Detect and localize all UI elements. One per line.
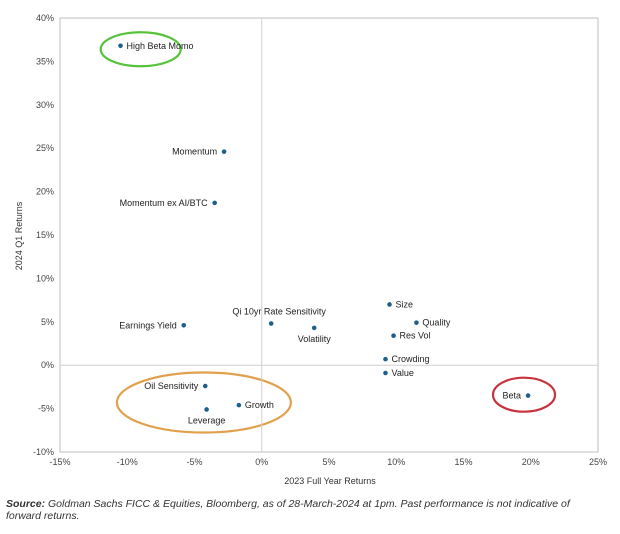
data-point [221, 149, 227, 154]
data-point-label: Earnings Yield [119, 320, 177, 330]
data-point-label: Qi 10yr Rate Sensitivity [232, 307, 326, 317]
x-tick-label: 0% [255, 457, 268, 467]
data-point-label: Oil Sensitivity [144, 381, 199, 391]
y-tick-label: 35% [36, 56, 54, 66]
y-tick-label: 5% [41, 317, 54, 327]
x-tick-label: -5% [186, 457, 202, 467]
data-point-label: Momentum ex AI/BTC [120, 198, 209, 208]
data-point-label: Value [391, 368, 413, 378]
chart-points: High Beta Momo Momentum Momentum ex AI/BTC… [118, 41, 531, 425]
data-point-label: Volatility [298, 334, 332, 344]
x-tick-label: 25% [589, 457, 607, 467]
highlight-ellipse [491, 376, 557, 413]
data-point-label: Crowding [391, 354, 429, 364]
x-tick-label: 5% [322, 457, 335, 467]
data-point-label: Momentum [172, 147, 217, 157]
chart-axes: -15% -10% -5% 0% 5% 10% 15% 20% 25%-10%-5%0%5%10… [33, 13, 607, 467]
data-point-label: Size [396, 299, 414, 309]
data-point-label: Growth [245, 400, 274, 410]
x-tick-label: -10% [117, 457, 138, 467]
data-point [383, 356, 388, 362]
data-point [311, 325, 317, 331]
x-axis-title: 2023 Full Year Returns [284, 476, 376, 486]
y-tick-label: 10% [36, 273, 54, 283]
data-point [387, 302, 392, 307]
x-tick-label: 20% [522, 457, 540, 467]
y-tick-label: 0% [41, 360, 54, 370]
source-label: Source: [6, 498, 46, 510]
data-point [202, 383, 208, 389]
source-note: Source: Goldman Sachs FICC & Equities, B… [6, 498, 606, 522]
data-point-label: Res Vol [400, 331, 431, 341]
y-tick-label: -5% [38, 404, 54, 414]
data-point [236, 402, 242, 408]
data-point-label: Leverage [188, 415, 226, 425]
x-tick-label: -15% [49, 457, 70, 467]
plot-frame [59, 17, 599, 453]
data-point-label: Quality [422, 318, 451, 328]
y-tick-label: 20% [36, 187, 54, 197]
data-point [204, 407, 209, 412]
scatter-chart: -15% -10% -5% 0% 5% 10% 15% 20% 25%-10%-5%0%5%10… [14, 13, 607, 486]
x-tick-label: 10% [387, 457, 405, 467]
data-point-label: High Beta Momo [127, 41, 194, 51]
data-point [268, 321, 274, 326]
y-tick-label: 25% [36, 143, 54, 153]
data-point [414, 320, 419, 325]
y-tick-label: -10% [33, 447, 54, 457]
data-point [383, 370, 388, 376]
x-tick-label: 15% [454, 457, 472, 467]
data-point [525, 393, 531, 398]
y-axis-title: 2024 Q1 Returns [14, 201, 24, 270]
data-point [212, 200, 217, 206]
y-tick-label: 30% [36, 100, 54, 110]
data-point [391, 333, 396, 338]
y-tick-label: 15% [36, 230, 54, 240]
highlight-ellipse [99, 31, 182, 68]
source-text: Goldman Sachs FICC & Equities, Bloomberg… [6, 498, 570, 522]
y-tick-label: 40% [36, 13, 54, 23]
highlight-ellipse [115, 371, 293, 434]
highlight-ellipses [99, 31, 557, 434]
data-point-label: Beta [503, 391, 522, 401]
data-point [181, 322, 187, 328]
data-point [118, 43, 123, 49]
